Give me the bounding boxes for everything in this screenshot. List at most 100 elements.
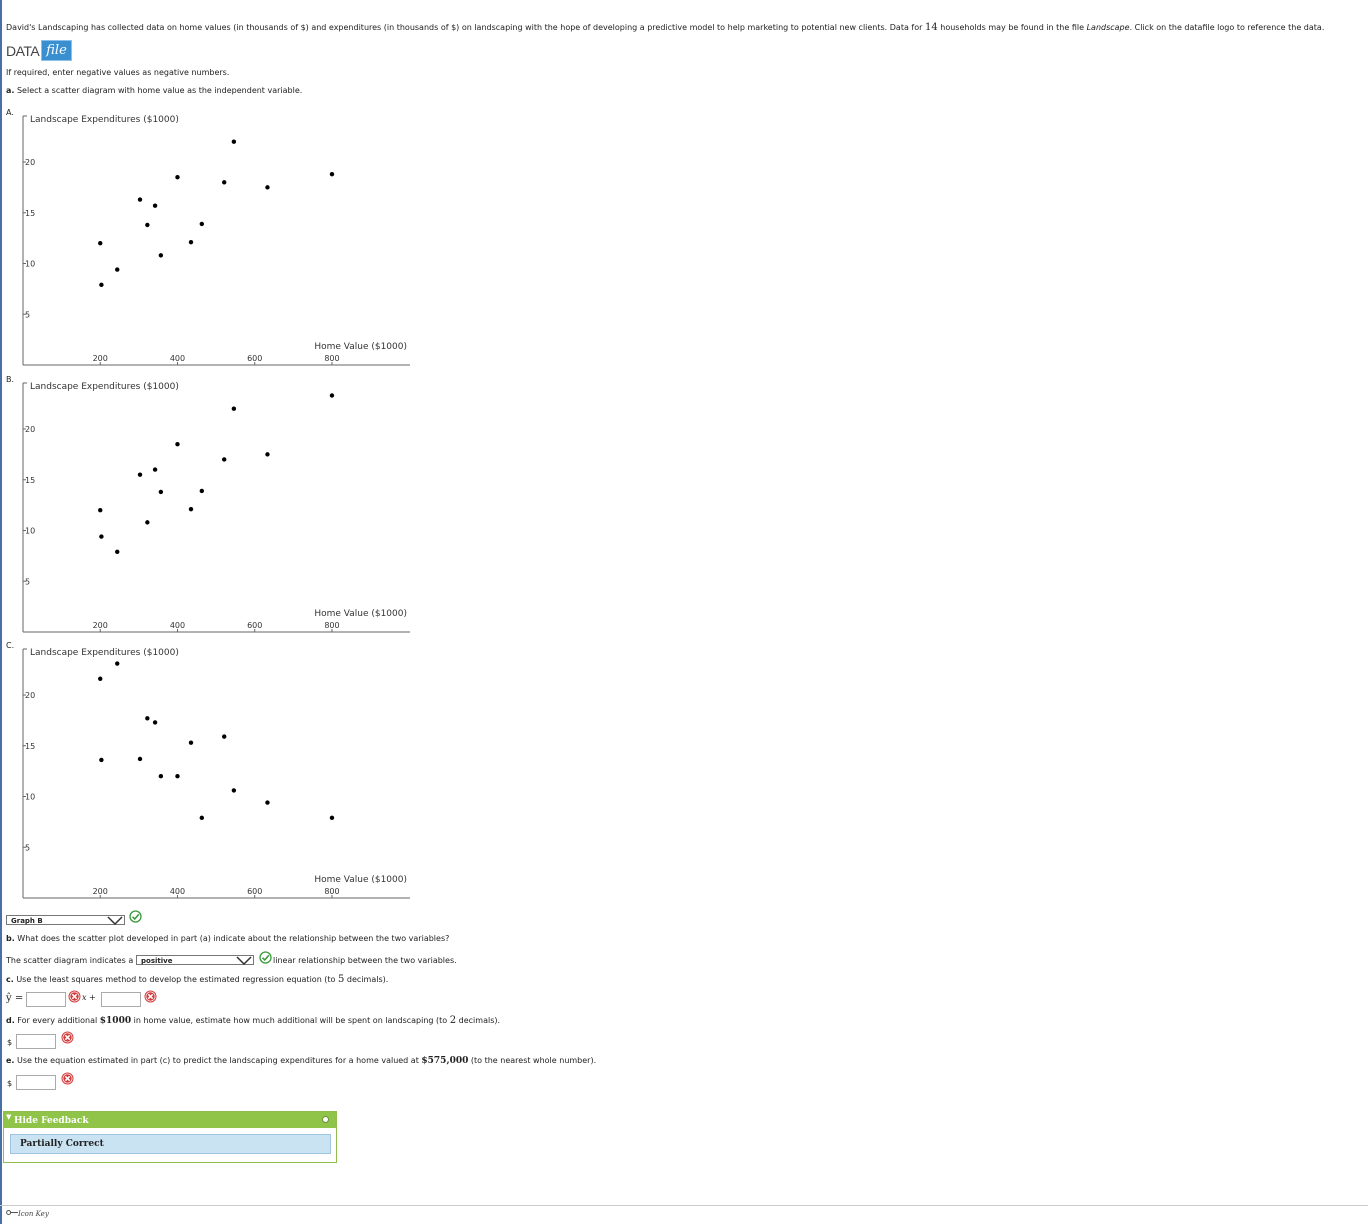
scatter-graph-c: Landscape Expenditures ($1000) 5 10 15 20 200… bbox=[20, 643, 412, 899]
graph-select-value: Graph B bbox=[11, 917, 43, 925]
slope-input[interactable] bbox=[26, 992, 66, 1007]
datafile-logo[interactable]: DATA file bbox=[6, 40, 72, 61]
x-tick-label: 200 bbox=[93, 621, 108, 630]
data-point bbox=[188, 740, 194, 745]
correct-check-icon bbox=[129, 910, 142, 923]
option-a-label: A. bbox=[6, 108, 14, 117]
y-tick-label: 15 bbox=[25, 476, 35, 485]
feedback-panel: ▼ Hide Feedback Partially Correct bbox=[3, 1111, 337, 1163]
part-c-decimals: 5 bbox=[338, 974, 345, 985]
hide-feedback-toggle[interactable]: ▼ Hide Feedback bbox=[4, 1112, 336, 1128]
datafile-logo-text: DATA bbox=[6, 42, 40, 59]
collapse-triangle-icon: ▼ bbox=[6, 1112, 12, 1121]
page-left-border bbox=[0, 0, 2, 1224]
scatter-chart-b: Landscape Expenditures ($1000) 5 10 15 20 200… bbox=[22, 382, 410, 633]
y-tick-label: 10 bbox=[25, 527, 35, 536]
data-point bbox=[137, 197, 143, 202]
data-point bbox=[99, 534, 104, 539]
part-c-prompt: c. Use the least squares method to devel… bbox=[6, 974, 388, 985]
data-point bbox=[188, 239, 194, 245]
data-point bbox=[199, 488, 205, 494]
y-tick-label: 15 bbox=[25, 742, 35, 751]
part-e-amount: $575,000 bbox=[421, 1056, 469, 1066]
data-point bbox=[222, 180, 227, 185]
problem-intro: David's Landscaping has collected data o… bbox=[6, 22, 1324, 33]
correct-check-icon bbox=[259, 951, 272, 964]
part-c-text-1: Use the least squares method to develop … bbox=[13, 975, 338, 984]
pin-icon[interactable] bbox=[322, 1116, 329, 1123]
data-point bbox=[158, 774, 164, 779]
x-tick-label: 200 bbox=[93, 887, 108, 896]
relationship-select-value: positive bbox=[141, 957, 173, 965]
y-tick-label: 5 bbox=[25, 577, 30, 586]
data-point bbox=[175, 442, 180, 447]
part-e-letter: e. bbox=[6, 1056, 15, 1065]
data-point bbox=[137, 756, 143, 762]
icon-key-link[interactable]: Icon Key bbox=[6, 1209, 49, 1218]
y-tick-label: 20 bbox=[25, 425, 35, 434]
part-c-text-2: decimals). bbox=[344, 975, 389, 984]
negative-values-note: If required, enter negative values as ne… bbox=[6, 68, 230, 77]
intro-count: 14 bbox=[924, 22, 938, 33]
part-e-prompt: e. Use the equation estimated in part (c… bbox=[6, 1056, 596, 1066]
part-b-prompt: b. What does the scatter plot developed … bbox=[6, 934, 449, 943]
intercept-input[interactable] bbox=[101, 992, 141, 1007]
x-tick-label: 200 bbox=[93, 354, 108, 363]
data-point bbox=[99, 282, 104, 288]
data-point bbox=[137, 472, 143, 477]
y-tick-label: 5 bbox=[25, 310, 30, 319]
part-e-text-1: Use the equation estimated in part (c) t… bbox=[14, 1056, 422, 1065]
x-tick-label: 600 bbox=[247, 887, 262, 896]
datafile-logo-file: file bbox=[41, 40, 72, 61]
data-point bbox=[98, 676, 103, 681]
y-tick-label: 5 bbox=[25, 843, 30, 852]
x-tick-label: 400 bbox=[170, 621, 185, 630]
hide-feedback-label: Hide Feedback bbox=[14, 1116, 89, 1126]
graph-select[interactable]: Graph B bbox=[6, 915, 125, 925]
x-axis-title: Home Value ($1000) bbox=[314, 609, 407, 619]
data-point bbox=[115, 661, 120, 666]
data-point bbox=[158, 253, 164, 258]
incorrect-x-icon bbox=[61, 1031, 74, 1044]
part-e-text-2: (to the nearest whole number). bbox=[468, 1056, 597, 1065]
incorrect-x-icon bbox=[61, 1072, 74, 1085]
option-b-label: B. bbox=[6, 375, 15, 384]
part-c-letter: c. bbox=[6, 975, 14, 984]
y-axis-title: Landscape Expenditures ($1000) bbox=[30, 648, 179, 658]
data-point bbox=[115, 549, 120, 555]
data-point bbox=[98, 241, 103, 246]
scatter-graph-b: Landscape Expenditures ($1000) 5 10 15 20 200… bbox=[20, 377, 412, 633]
data-point bbox=[188, 506, 194, 512]
data-point bbox=[265, 185, 270, 190]
x-tick-label: 400 bbox=[170, 354, 185, 363]
scatter-chart-c: Landscape Expenditures ($1000) 5 10 15 20 200… bbox=[22, 648, 410, 899]
data-point bbox=[231, 788, 237, 793]
data-point bbox=[222, 457, 227, 462]
data-point bbox=[145, 716, 150, 721]
incorrect-x-icon bbox=[144, 990, 157, 1003]
x-tick-label: 400 bbox=[170, 887, 185, 896]
intro-text-3: . Click on the datafile logo to referenc… bbox=[1129, 23, 1325, 32]
x-tick-label: 600 bbox=[247, 621, 262, 630]
data-point bbox=[152, 203, 158, 208]
key-icon bbox=[6, 1210, 18, 1215]
part-a-letter: a. bbox=[6, 86, 15, 95]
part-d-decimals: 2 bbox=[449, 1015, 457, 1026]
currency-symbol: $ bbox=[7, 1079, 13, 1088]
data-point bbox=[329, 171, 335, 177]
scatter-chart-a: Landscape Expenditures ($1000) 5 10 15 20 200… bbox=[22, 115, 410, 366]
y-axis-title: Landscape Expenditures ($1000) bbox=[30, 382, 179, 392]
data-point bbox=[152, 720, 158, 725]
part-d-text-2: in home value, estimate how much additio… bbox=[131, 1016, 450, 1025]
x-tick-label: 800 bbox=[324, 887, 339, 896]
y-tick-label: 10 bbox=[25, 260, 35, 269]
data-point bbox=[115, 267, 120, 272]
relationship-select[interactable]: positive bbox=[136, 955, 254, 965]
y-tick-label: 15 bbox=[25, 209, 35, 218]
part-d-input[interactable] bbox=[16, 1034, 56, 1049]
part-b-answer-pre: The scatter diagram indicates a bbox=[6, 956, 134, 965]
data-point bbox=[152, 467, 158, 472]
x-axis-title: Home Value ($1000) bbox=[314, 342, 407, 352]
y-axis-title: Landscape Expenditures ($1000) bbox=[30, 115, 179, 125]
part-e-input[interactable] bbox=[16, 1075, 56, 1090]
